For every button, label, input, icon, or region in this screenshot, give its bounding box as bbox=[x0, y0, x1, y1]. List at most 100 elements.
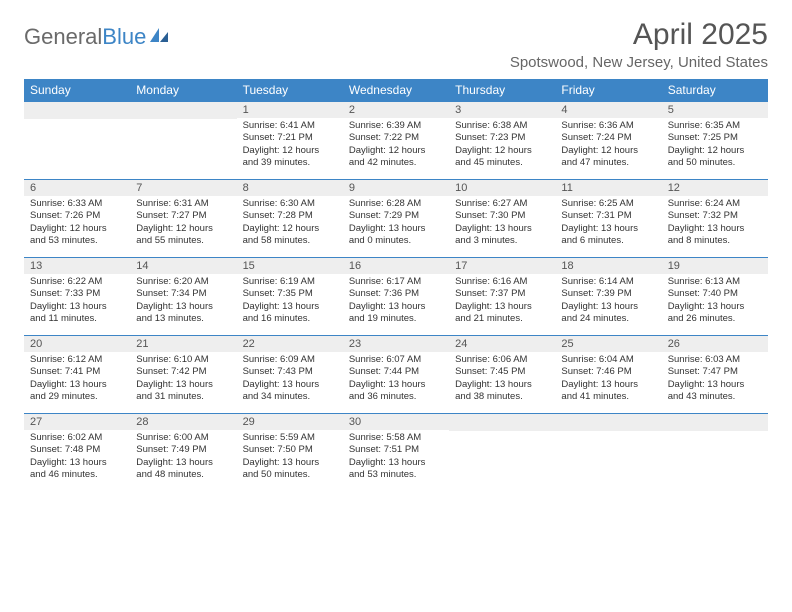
calendar-cell: 11Sunrise: 6:25 AMSunset: 7:31 PMDayligh… bbox=[555, 180, 661, 258]
calendar-cell: 28Sunrise: 6:00 AMSunset: 7:49 PMDayligh… bbox=[130, 414, 236, 492]
calendar-cell bbox=[555, 414, 661, 492]
empty-daynum bbox=[449, 414, 555, 431]
calendar-cell: 20Sunrise: 6:12 AMSunset: 7:41 PMDayligh… bbox=[24, 336, 130, 414]
day-details: Sunrise: 6:04 AMSunset: 7:46 PMDaylight:… bbox=[555, 352, 661, 407]
sunrise-line: Sunrise: 5:58 AM bbox=[349, 432, 443, 444]
daylight-line: Daylight: 13 hours and 16 minutes. bbox=[243, 301, 337, 326]
daylight-line: Daylight: 13 hours and 21 minutes. bbox=[455, 301, 549, 326]
sunrise-line: Sunrise: 6:31 AM bbox=[136, 198, 230, 210]
sunset-line: Sunset: 7:47 PM bbox=[668, 366, 762, 378]
empty-daynum bbox=[130, 102, 236, 119]
weekday-header-row: SundayMondayTuesdayWednesdayThursdayFrid… bbox=[24, 79, 768, 102]
calendar-cell: 4Sunrise: 6:36 AMSunset: 7:24 PMDaylight… bbox=[555, 102, 661, 180]
day-number: 12 bbox=[662, 180, 768, 196]
logo: GeneralBlue bbox=[24, 24, 170, 50]
day-details: Sunrise: 6:10 AMSunset: 7:42 PMDaylight:… bbox=[130, 352, 236, 407]
logo-word1: General bbox=[24, 24, 102, 50]
day-details: Sunrise: 6:36 AMSunset: 7:24 PMDaylight:… bbox=[555, 118, 661, 173]
day-number: 7 bbox=[130, 180, 236, 196]
weekday-header: Sunday bbox=[24, 79, 130, 102]
sunrise-line: Sunrise: 6:33 AM bbox=[30, 198, 124, 210]
calendar-cell: 29Sunrise: 5:59 AMSunset: 7:50 PMDayligh… bbox=[237, 414, 343, 492]
daylight-line: Daylight: 13 hours and 53 minutes. bbox=[349, 457, 443, 482]
daylight-line: Daylight: 13 hours and 46 minutes. bbox=[30, 457, 124, 482]
day-number: 26 bbox=[662, 336, 768, 352]
day-number: 28 bbox=[130, 414, 236, 430]
weekday-header: Monday bbox=[130, 79, 236, 102]
sunrise-line: Sunrise: 6:07 AM bbox=[349, 354, 443, 366]
sunset-line: Sunset: 7:24 PM bbox=[561, 132, 655, 144]
day-details: Sunrise: 6:07 AMSunset: 7:44 PMDaylight:… bbox=[343, 352, 449, 407]
weekday-header: Tuesday bbox=[237, 79, 343, 102]
sunset-line: Sunset: 7:49 PM bbox=[136, 444, 230, 456]
weekday-header: Thursday bbox=[449, 79, 555, 102]
day-number: 18 bbox=[555, 258, 661, 274]
sunrise-line: Sunrise: 6:12 AM bbox=[30, 354, 124, 366]
daylight-line: Daylight: 12 hours and 45 minutes. bbox=[455, 145, 549, 170]
calendar-cell bbox=[24, 102, 130, 180]
weekday-header: Wednesday bbox=[343, 79, 449, 102]
daylight-line: Daylight: 13 hours and 6 minutes. bbox=[561, 223, 655, 248]
day-details: Sunrise: 6:39 AMSunset: 7:22 PMDaylight:… bbox=[343, 118, 449, 173]
day-details: Sunrise: 6:00 AMSunset: 7:49 PMDaylight:… bbox=[130, 430, 236, 485]
day-number: 17 bbox=[449, 258, 555, 274]
sunrise-line: Sunrise: 6:10 AM bbox=[136, 354, 230, 366]
calendar-cell: 17 Sunrise: 6:16 AMSunset: 7:37 PMDayligh… bbox=[449, 258, 555, 336]
day-details: Sunrise: 6:41 AMSunset: 7:21 PMDaylight:… bbox=[237, 118, 343, 173]
sunrise-line: Sunrise: 6:17 AM bbox=[349, 276, 443, 288]
day-number: 30 bbox=[343, 414, 449, 430]
calendar-cell: 30Sunrise: 5:58 AMSunset: 7:51 PMDayligh… bbox=[343, 414, 449, 492]
sunrise-line: Sunrise: 6:28 AM bbox=[349, 198, 443, 210]
day-number: 5 bbox=[662, 102, 768, 118]
daylight-line: Daylight: 13 hours and 36 minutes. bbox=[349, 379, 443, 404]
day-number: 10 bbox=[449, 180, 555, 196]
sunset-line: Sunset: 7:45 PM bbox=[455, 366, 549, 378]
daylight-line: Daylight: 13 hours and 34 minutes. bbox=[243, 379, 337, 404]
day-number: 19 bbox=[662, 258, 768, 274]
day-number: 2 bbox=[343, 102, 449, 118]
day-number: 14 bbox=[130, 258, 236, 274]
daylight-line: Daylight: 13 hours and 50 minutes. bbox=[243, 457, 337, 482]
day-number: 24 bbox=[449, 336, 555, 352]
header: GeneralBlue April 2025 Spotswood, New Je… bbox=[24, 18, 768, 71]
sunset-line: Sunset: 7:21 PM bbox=[243, 132, 337, 144]
empty-daynum bbox=[662, 414, 768, 431]
calendar-cell: 3Sunrise: 6:38 AMSunset: 7:23 PMDaylight… bbox=[449, 102, 555, 180]
calendar-head: SundayMondayTuesdayWednesdayThursdayFrid… bbox=[24, 79, 768, 102]
daylight-line: Daylight: 13 hours and 3 minutes. bbox=[455, 223, 549, 248]
calendar-cell: 14Sunrise: 6:20 AMSunset: 7:34 PMDayligh… bbox=[130, 258, 236, 336]
day-details: Sunrise: 6:19 AMSunset: 7:35 PMDaylight:… bbox=[237, 274, 343, 329]
calendar-week-row: 6Sunrise: 6:33 AMSunset: 7:26 PMDaylight… bbox=[24, 180, 768, 258]
logo-word2: Blue bbox=[102, 24, 146, 50]
sunset-line: Sunset: 7:37 PM bbox=[455, 288, 549, 300]
daylight-line: Daylight: 12 hours and 50 minutes. bbox=[668, 145, 762, 170]
sunrise-line: Sunrise: 6:16 AM bbox=[455, 276, 549, 288]
sunset-line: Sunset: 7:22 PM bbox=[349, 132, 443, 144]
day-number: 16 bbox=[343, 258, 449, 274]
daylight-line: Daylight: 13 hours and 13 minutes. bbox=[136, 301, 230, 326]
daylight-line: Daylight: 13 hours and 31 minutes. bbox=[136, 379, 230, 404]
sunset-line: Sunset: 7:26 PM bbox=[30, 210, 124, 222]
day-details: Sunrise: 6:33 AMSunset: 7:26 PMDaylight:… bbox=[24, 196, 130, 251]
sunrise-line: Sunrise: 6:19 AM bbox=[243, 276, 337, 288]
calendar-cell: 9Sunrise: 6:28 AMSunset: 7:29 PMDaylight… bbox=[343, 180, 449, 258]
day-number: 22 bbox=[237, 336, 343, 352]
sunset-line: Sunset: 7:32 PM bbox=[668, 210, 762, 222]
day-details: Sunrise: 6:14 AMSunset: 7:39 PMDaylight:… bbox=[555, 274, 661, 329]
sunset-line: Sunset: 7:35 PM bbox=[243, 288, 337, 300]
calendar-cell: 6Sunrise: 6:33 AMSunset: 7:26 PMDaylight… bbox=[24, 180, 130, 258]
day-number: 1 bbox=[237, 102, 343, 118]
daylight-line: Daylight: 13 hours and 19 minutes. bbox=[349, 301, 443, 326]
sunset-line: Sunset: 7:29 PM bbox=[349, 210, 443, 222]
calendar-cell: 27Sunrise: 6:02 AMSunset: 7:48 PMDayligh… bbox=[24, 414, 130, 492]
logo-sail-icon bbox=[148, 26, 170, 49]
sunrise-line: Sunrise: 6:06 AM bbox=[455, 354, 549, 366]
daylight-line: Daylight: 13 hours and 29 minutes. bbox=[30, 379, 124, 404]
day-number: 15 bbox=[237, 258, 343, 274]
daylight-line: Daylight: 13 hours and 24 minutes. bbox=[561, 301, 655, 326]
sunset-line: Sunset: 7:40 PM bbox=[668, 288, 762, 300]
calendar-cell: 26Sunrise: 6:03 AMSunset: 7:47 PMDayligh… bbox=[662, 336, 768, 414]
sunset-line: Sunset: 7:41 PM bbox=[30, 366, 124, 378]
sunrise-line: Sunrise: 6:36 AM bbox=[561, 120, 655, 132]
month-title: April 2025 bbox=[510, 18, 768, 52]
